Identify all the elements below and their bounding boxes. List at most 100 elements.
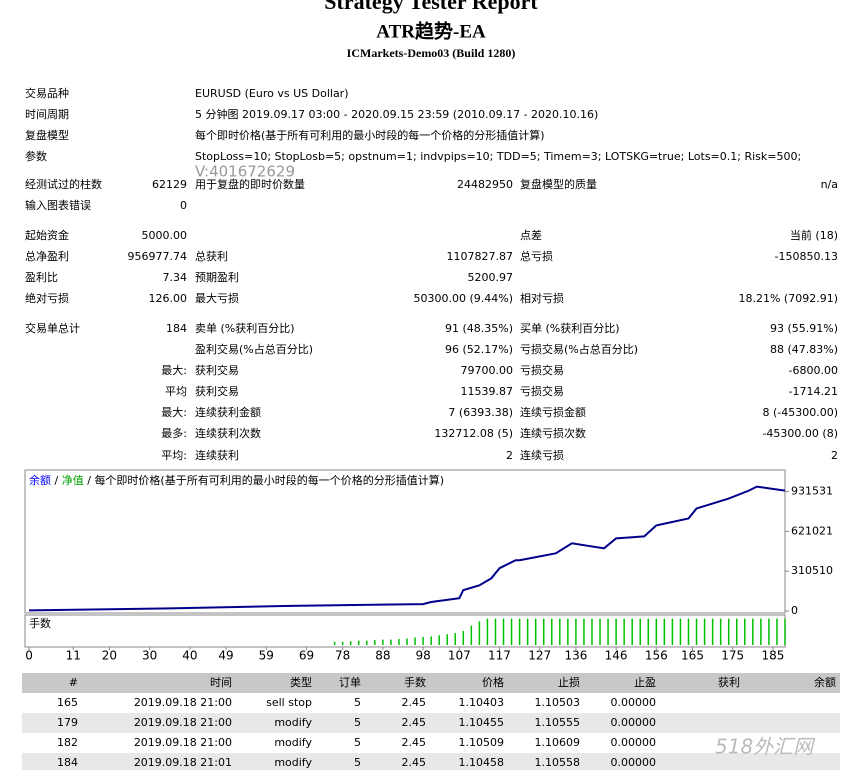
stat-label: 交易单总计: [25, 321, 80, 335]
stat-value: -45300.00 (8): [762, 427, 838, 440]
y-tick-label: 931531: [791, 485, 833, 498]
legend-entry: 余额: [29, 473, 51, 487]
y-tick-label: 310510: [791, 564, 833, 577]
table-cell: 2019.09.18 21:01: [134, 756, 232, 769]
y-tick-label: 621021: [791, 524, 833, 537]
volume-bar: [349, 641, 352, 645]
x-tick-label: 98: [415, 649, 430, 663]
volume-bar: [470, 625, 473, 645]
volume-bar: [784, 618, 786, 645]
volume-bar: [599, 618, 601, 645]
volume-bar: [559, 618, 561, 645]
table-row-bg: [22, 713, 840, 733]
table-row-bg: [22, 693, 840, 713]
stat-label: 经测试过的柱数: [25, 177, 102, 191]
stat-value: 24482950: [457, 178, 513, 191]
stat-label: 获利交易: [195, 363, 239, 377]
legend-separator: /: [87, 474, 91, 487]
x-tick-label: 117: [488, 649, 511, 663]
table-cell: 5: [354, 756, 361, 769]
x-tick-label: 175: [721, 649, 744, 663]
volume-bar: [398, 639, 400, 645]
stat-label: 亏损交易: [520, 384, 564, 398]
table-cell: 2019.09.18 21:00: [134, 696, 232, 709]
volume-frame: [24, 614, 786, 648]
stat-label: 获利交易: [195, 384, 239, 398]
stat-label: 预期盈利: [195, 271, 239, 284]
volume-bar: [374, 640, 376, 645]
stat-label: 连续亏损金额: [520, 405, 586, 419]
table-cell: 184: [57, 756, 78, 769]
stat-value: -1714.21: [789, 385, 838, 398]
table-cell: modify: [274, 756, 312, 769]
table-cell: 1.10455: [459, 716, 505, 729]
volume-bar: [671, 618, 674, 645]
stat-value: 5200.97: [468, 271, 514, 284]
stat-value: 62129: [152, 178, 187, 191]
table-cell: 2.45: [402, 756, 427, 769]
volume-bar: [333, 641, 336, 645]
stat-value: 最多:: [161, 426, 187, 440]
column-header: 余额: [814, 675, 836, 689]
stat-value: 7.34: [163, 271, 188, 284]
stat-value: 最大:: [161, 405, 187, 419]
stat-label: 起始资金: [25, 228, 69, 242]
volume-bar: [655, 618, 658, 645]
stat-label: 复盘模型的质量: [520, 177, 597, 191]
volume-bar: [478, 621, 481, 645]
volume-bar: [462, 631, 465, 645]
stat-value: 平均:: [161, 449, 187, 462]
volume-bar: [575, 618, 577, 645]
stat-value: 91 (48.35%): [445, 322, 513, 335]
table-row-bg: [22, 733, 840, 753]
volume-bar: [358, 640, 360, 645]
volume-bar: [679, 618, 682, 645]
stat-label: 总亏损: [520, 249, 553, 263]
x-tick-label: 165: [681, 649, 704, 663]
column-header: 订单: [339, 676, 361, 689]
volume-bar: [510, 618, 513, 645]
volume-bar: [639, 618, 641, 645]
volume-bar: [567, 618, 569, 645]
volume-bar: [760, 618, 762, 645]
volume-bar: [776, 618, 778, 645]
volume-bar: [607, 618, 609, 645]
stat-label: 用于复盘的即时价数量: [195, 177, 305, 191]
volume-bar: [631, 618, 633, 645]
x-tick-label: 20: [102, 649, 117, 663]
stat-value: n/a: [821, 178, 838, 191]
volume-bar: [430, 636, 432, 645]
table-cell: 0.00000: [611, 696, 657, 709]
stat-label: 相对亏损: [520, 291, 564, 305]
setting-value: StopLoss=10; StopLosb=5; opstnum=1; indv…: [195, 150, 801, 163]
table-cell: 2.45: [402, 736, 427, 749]
stat-value: -150850.13: [775, 250, 838, 263]
stat-value: -6800.00: [789, 364, 838, 377]
stat-value: 1107827.87: [447, 250, 513, 263]
stat-label: 连续亏损次数: [520, 426, 586, 440]
volume-bar: [623, 618, 625, 645]
stat-label: 连续亏损: [520, 448, 564, 462]
volume-bar: [422, 636, 424, 645]
site-watermark: 518外汇网: [715, 735, 816, 759]
x-tick-label: 127: [528, 649, 551, 663]
volume-bar: [390, 639, 392, 645]
volume-bar: [382, 639, 384, 645]
table-cell: 2019.09.18 21:00: [134, 736, 232, 749]
chart-frame: [24, 469, 786, 614]
table-cell: 2.45: [402, 696, 427, 709]
table-cell: modify: [274, 716, 312, 729]
x-tick-label: 69: [299, 649, 314, 663]
table-cell: 2019.09.18 21:00: [134, 716, 232, 729]
volume-bar: [583, 618, 585, 645]
volume-bar: [663, 618, 666, 645]
watermark-id: V:401672629: [195, 163, 295, 181]
volume-bar: [406, 638, 408, 645]
stat-value: 956977.74: [128, 250, 188, 263]
stat-value: 96 (52.17%): [445, 343, 513, 356]
setting-label: 复盘模型: [25, 128, 69, 142]
balance-line: [29, 485, 786, 612]
stat-value: 93 (55.91%): [770, 322, 838, 335]
table-header-bg: [22, 673, 840, 693]
